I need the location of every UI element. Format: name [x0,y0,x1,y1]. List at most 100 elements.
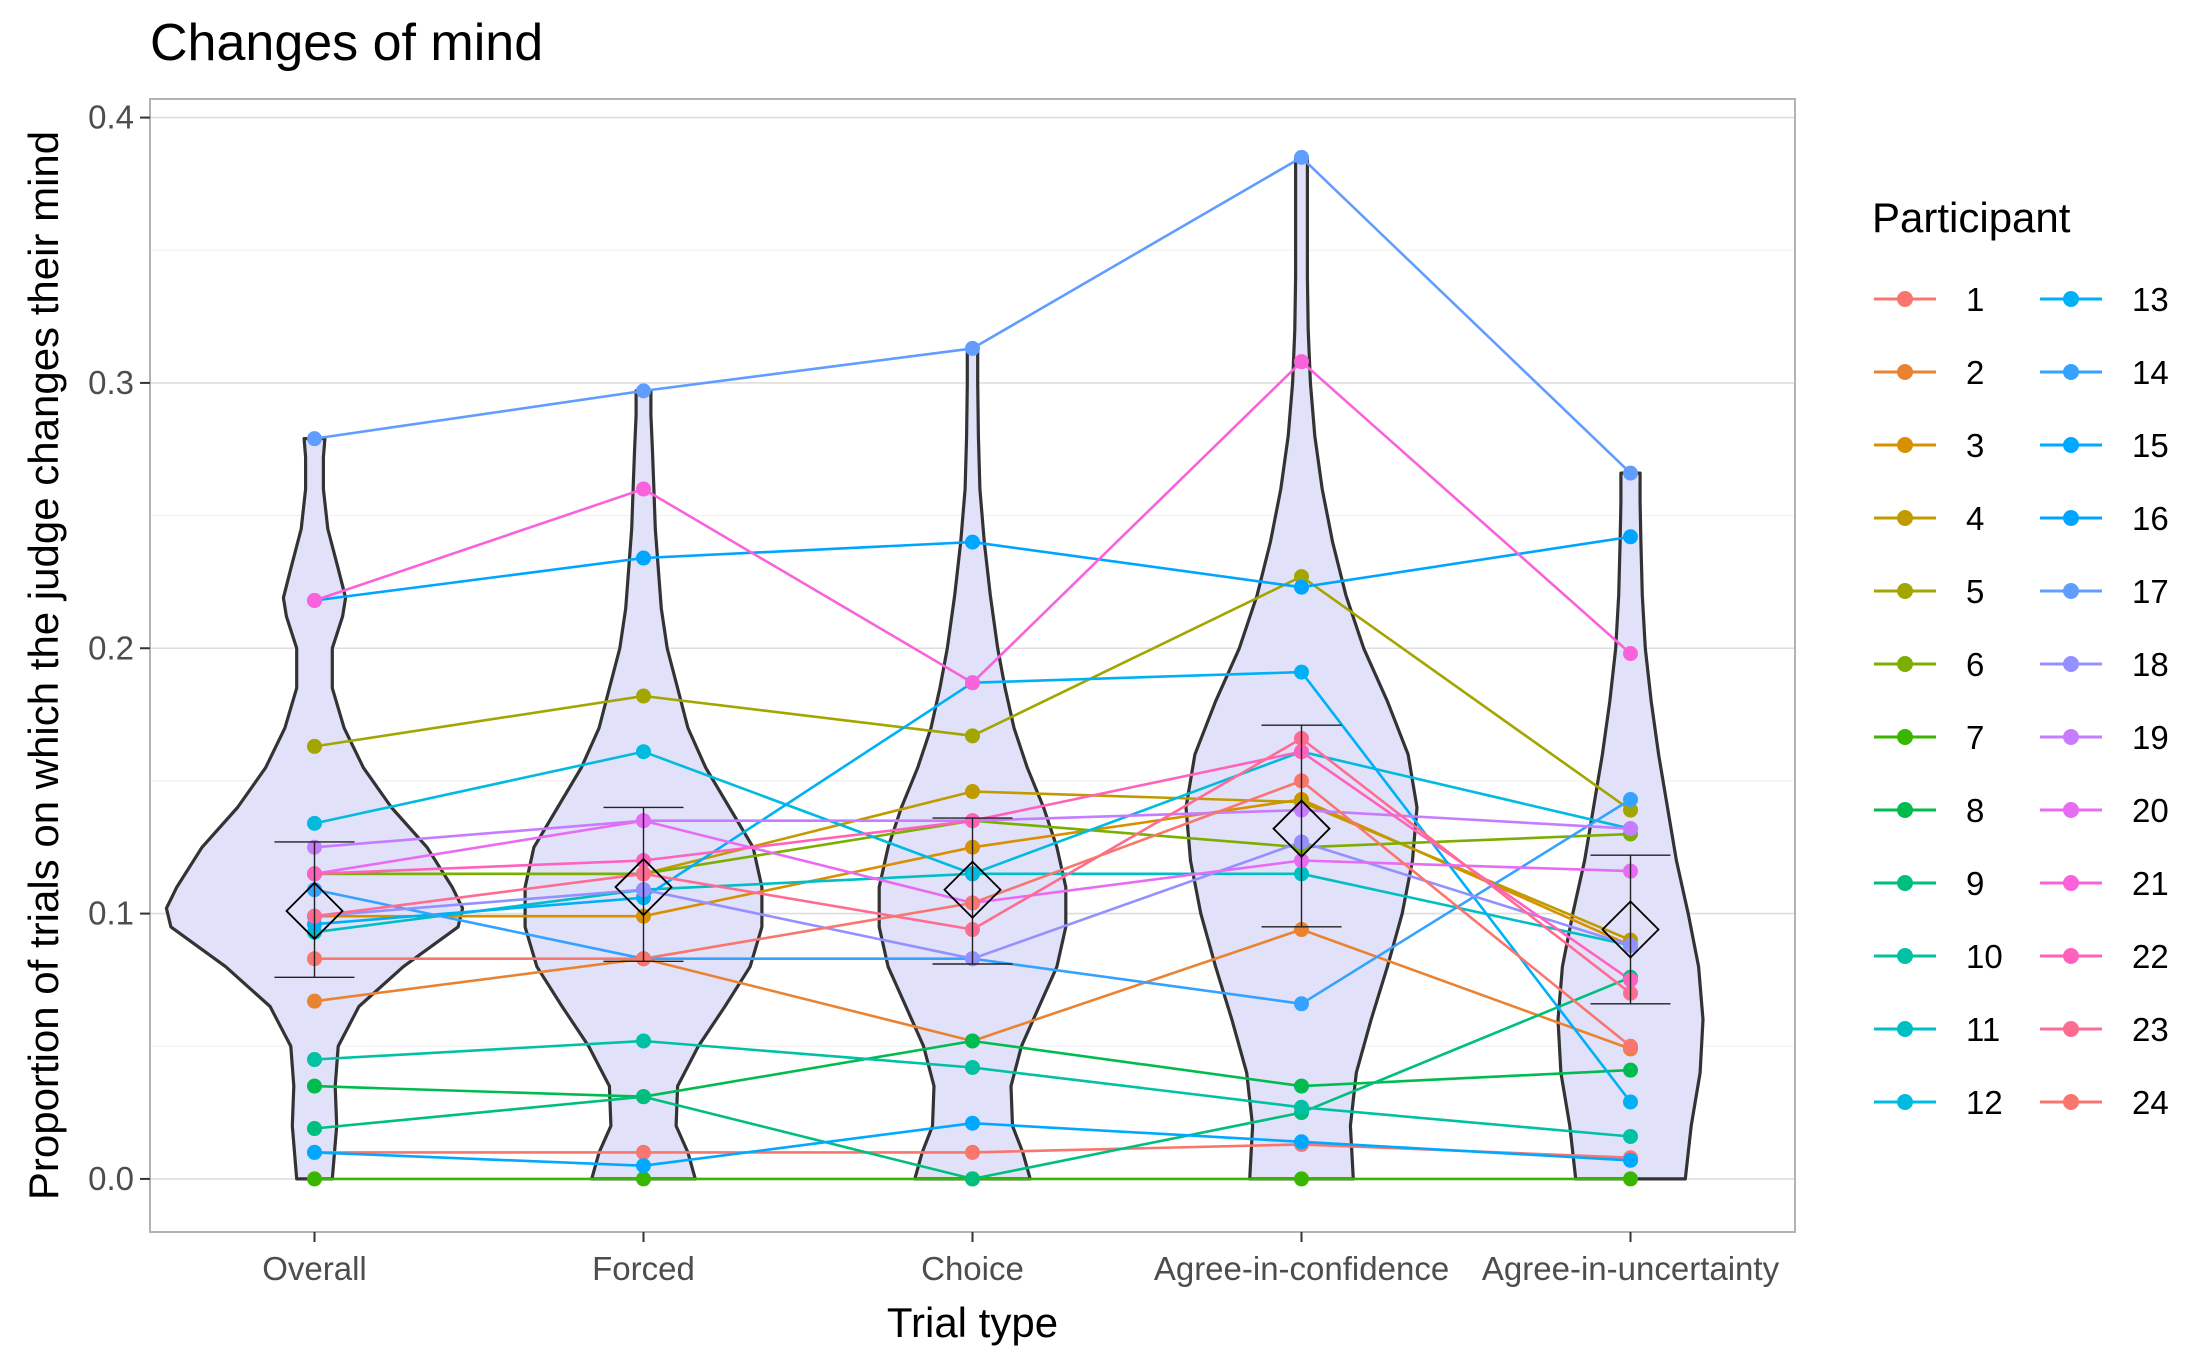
data-point-10 [965,1059,980,1075]
legend-label-7: 7 [1966,719,1984,756]
legend-label-17: 17 [2132,573,2169,610]
data-point-15 [1294,1134,1309,1150]
chart-title: Changes of mind [150,14,543,72]
legend-label-14: 14 [2132,354,2169,391]
mean-diamond [614,857,673,917]
data-point-15 [307,1144,322,1160]
data-point-21 [307,592,322,608]
data-point-13 [1294,664,1309,680]
legend-key-point-23 [2063,1021,2079,1037]
y-tick-label: 0.0 [88,1160,134,1197]
axes: 0.0 0.1 0.2 0.3 0.4 Overall Forced Choice Agree-… [88,99,1779,1287]
legend-key-point-11 [1897,1021,1913,1037]
legend-label-3: 3 [1966,427,1984,464]
data-point-21 [636,481,651,497]
legend-key-point-9 [1897,875,1913,891]
legend-label-11: 11 [1966,1011,2000,1048]
mean-diamond [943,860,1002,919]
legend-label-10: 10 [1966,938,2003,975]
mean-diamond [285,881,344,941]
data-point-5 [636,688,651,704]
legend-label-1: 1 [1966,281,1984,318]
data-point-7 [636,1171,651,1187]
legend-key-point-15 [2063,437,2079,453]
data-point-19 [1623,821,1638,837]
legend-key-point-20 [2063,802,2079,818]
data-point-14 [1623,791,1638,807]
legend: Participant 1234567891011121314151617181… [1872,194,2169,1121]
data-point-1 [636,1144,651,1160]
data-point-5 [965,728,980,744]
data-point-8 [1294,1078,1309,1094]
data-point-15 [636,1158,651,1174]
x-tick-label: Choice [921,1250,1024,1287]
data-point-7 [1623,1171,1638,1187]
legend-label-23: 23 [2132,1011,2169,1048]
data-point-2 [307,993,322,1009]
legend-label-2: 2 [1966,354,1984,391]
legend-label-6: 6 [1966,646,1984,683]
y-axis-title: Proportion of trials on which the judge … [20,131,67,1200]
legend-label-16: 16 [2132,500,2169,537]
data-point-9 [636,1089,651,1105]
data-point-15 [1623,1152,1638,1168]
data-point-5 [307,738,322,754]
legend-key-point-4 [1897,510,1913,526]
legend-label-8: 8 [1966,792,1984,829]
data-point-9 [965,1171,980,1187]
legend-label-12: 12 [1966,1084,2003,1121]
data-point-10 [307,1052,322,1068]
data-point-17 [965,340,980,356]
data-point-24 [1623,1038,1638,1054]
data-point-7 [1294,1171,1309,1187]
legend-key-point-19 [2063,729,2079,745]
violin-overall [164,437,465,1181]
legend-key-point-21 [2063,875,2079,891]
data-point-14 [1294,996,1309,1012]
legend-label-13: 13 [2132,281,2169,318]
x-tick-label: Agree-in-confidence [1154,1250,1449,1287]
legend-key-point-13 [2063,291,2079,307]
data-point-12 [636,744,651,760]
y-tick-label: 0.3 [88,364,134,401]
legend-key-point-17 [2063,583,2079,599]
y-tick-label: 0.4 [88,99,134,136]
x-tick-label: Agree-in-uncertainty [1482,1250,1780,1287]
data-point-10 [1623,1128,1638,1144]
legend-key-point-12 [1897,1094,1913,1110]
data-point-21 [965,675,980,691]
legend-key-point-8 [1897,802,1913,818]
data-point-16 [1623,529,1638,545]
legend-label-18: 18 [2132,646,2169,683]
legend-key-point-18 [2063,656,2079,672]
data-point-16 [636,550,651,566]
legend-label-5: 5 [1966,573,1984,610]
data-point-8 [1623,1062,1638,1078]
legend-label-22: 22 [2132,938,2169,975]
data-point-17 [1623,465,1638,481]
legend-title: Participant [1872,194,2071,241]
data-point-21 [1623,646,1638,662]
x-axis-title: Trial type [887,1299,1058,1346]
mean-diamond [1272,799,1331,858]
data-point-15 [965,1115,980,1131]
data-point-13 [1623,1094,1638,1110]
legend-key-point-24 [2063,1094,2079,1110]
legend-key-point-5 [1897,583,1913,599]
data-point-16 [965,534,980,550]
legend-label-21: 21 [2132,865,2169,902]
legend-label-24: 24 [2132,1084,2169,1121]
data-point-17 [636,383,651,399]
y-tick-label: 0.1 [88,895,134,932]
data-point-9 [307,1121,322,1137]
data-point-10 [636,1033,651,1049]
legend-key-point-1 [1897,291,1913,307]
data-point-2 [1294,922,1309,938]
legend-key-point-10 [1897,948,1913,964]
data-point-4 [965,784,980,800]
data-point-21 [1294,354,1309,370]
legend-key-point-16 [2063,510,2079,526]
legend-label-4: 4 [1966,500,1984,537]
